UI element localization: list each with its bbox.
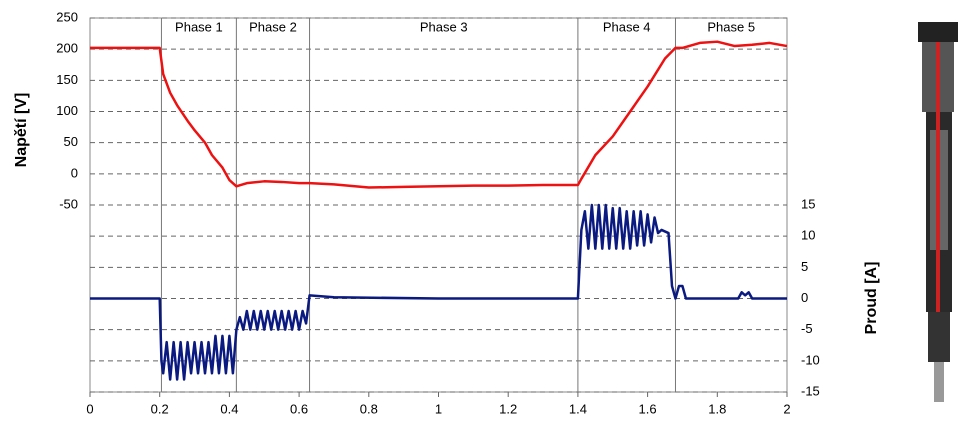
x-tick-label: 1.2 [499, 401, 517, 416]
y2-tick-label: 10 [801, 228, 815, 243]
phase-label: Phase 2 [249, 19, 297, 34]
y2-axis-label: Proud [A] [863, 262, 880, 335]
plot-frame [89, 17, 788, 393]
x-tick-label: 1.4 [569, 401, 587, 416]
y2-tick-label: 15 [801, 196, 815, 211]
phase-label: Phase 5 [707, 19, 755, 34]
x-tick-label: 0.4 [220, 401, 238, 416]
phase-label: Phase 1 [175, 19, 223, 34]
data-line [90, 40, 788, 189]
y2-tick-label: 0 [801, 290, 808, 305]
y-axis-label: Napětí [V] [13, 93, 30, 168]
x-tick-label: 0.2 [151, 401, 169, 416]
y-tick-label: 100 [56, 103, 78, 118]
y-tick-label: 250 [56, 9, 78, 24]
y-tick-label: 50 [64, 134, 78, 149]
y-tick-label: 0 [71, 165, 78, 180]
y-tick-label: 150 [56, 72, 78, 87]
y2-tick-label: 5 [801, 259, 808, 274]
data-line [90, 203, 787, 381]
x-tick-label: 1.8 [708, 401, 726, 416]
x-tick-label: 1.6 [639, 401, 657, 416]
y-tick-label: 200 [56, 41, 78, 56]
phase-label: Phase 4 [603, 19, 651, 34]
x-tick-label: 0.6 [290, 401, 308, 416]
y2-tick-label: -10 [801, 352, 820, 367]
injector-image [918, 22, 958, 402]
x-tick-label: 1 [435, 401, 442, 416]
x-tick-label: 2 [783, 401, 790, 416]
phase-label: Phase 3 [420, 19, 468, 34]
x-tick-label: 0.8 [360, 401, 378, 416]
y2-tick-label: -5 [801, 321, 813, 336]
x-tick-label: 0 [86, 401, 93, 416]
y-tick-label: -50 [59, 196, 78, 211]
y2-tick-label: -15 [801, 383, 820, 398]
